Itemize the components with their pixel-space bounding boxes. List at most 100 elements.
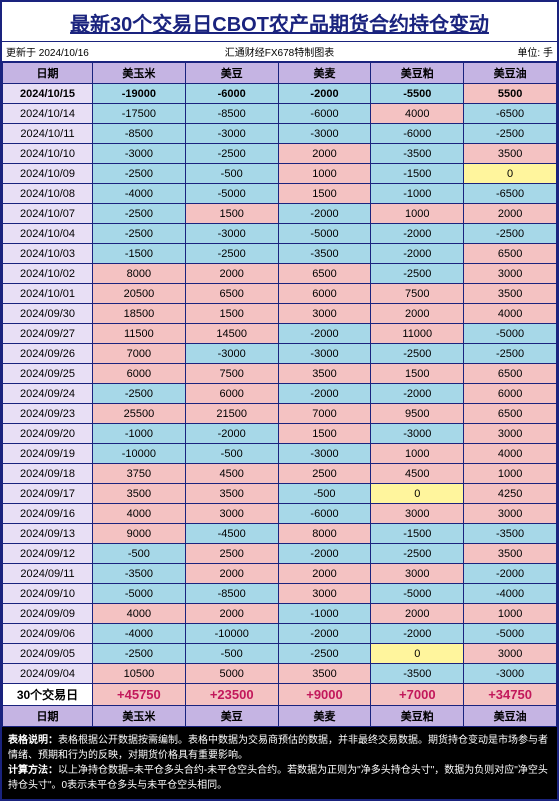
value-cell: 6500: [278, 264, 371, 284]
value-cell: 0: [371, 644, 464, 664]
value-cell: 3000: [185, 504, 278, 524]
table-row: 2024/09/11-3500200020003000-2000: [3, 564, 557, 584]
value-cell: -2000: [464, 564, 557, 584]
table-row: 2024/10/15-19000-6000-2000-55005500: [3, 84, 557, 104]
date-cell: 2024/09/19: [3, 444, 93, 464]
table-row: 2024/09/05-2500-500-250003000: [3, 644, 557, 664]
table-row: 2024/09/2560007500350015006500: [3, 364, 557, 384]
total-row: 30个交易日+45750+23500+9000+7000+34750: [3, 684, 557, 706]
value-cell: 3500: [185, 484, 278, 504]
value-cell: -3500: [371, 664, 464, 684]
value-cell: -2500: [185, 244, 278, 264]
value-cell: 2000: [278, 564, 371, 584]
date-cell: 2024/10/14: [3, 104, 93, 124]
table-row: 2024/09/1640003000-600030003000: [3, 504, 557, 524]
value-cell: 2500: [278, 464, 371, 484]
date-cell: 2024/09/30: [3, 304, 93, 324]
value-cell: -1500: [371, 524, 464, 544]
table-row: 2024/09/041050050003500-3500-3000: [3, 664, 557, 684]
value-cell: 3000: [371, 504, 464, 524]
col-2: 美豆: [185, 63, 278, 84]
date-cell: 2024/10/09: [3, 164, 93, 184]
value-cell: 3500: [464, 544, 557, 564]
value-cell: 3000: [464, 264, 557, 284]
table-row: 2024/10/03-1500-2500-3500-20006500: [3, 244, 557, 264]
date-cell: 2024/09/06: [3, 624, 93, 644]
value-cell: -2000: [278, 384, 371, 404]
value-cell: 21500: [185, 404, 278, 424]
date-cell: 2024/10/10: [3, 144, 93, 164]
value-cell: 4250: [464, 484, 557, 504]
value-cell: 7000: [278, 404, 371, 424]
date-cell: 2024/09/26: [3, 344, 93, 364]
value-cell: -3000: [278, 124, 371, 144]
value-cell: 6000: [185, 384, 278, 404]
date-cell: 2024/10/03: [3, 244, 93, 264]
value-cell: 6500: [464, 244, 557, 264]
value-cell: -3000: [464, 664, 557, 684]
data-table: 日期美玉米美豆美麦美豆粕美豆油 2024/10/15-19000-6000-20…: [2, 62, 557, 727]
value-cell: 8000: [93, 264, 186, 284]
value-cell: -2500: [93, 204, 186, 224]
value-cell: -2500: [464, 344, 557, 364]
value-cell: 9000: [93, 524, 186, 544]
value-cell: -2500: [185, 144, 278, 164]
table-row: 2024/09/267000-3000-3000-2500-2500: [3, 344, 557, 364]
value-cell: -3000: [278, 444, 371, 464]
table-row: 2024/10/04-2500-3000-5000-2000-2500: [3, 224, 557, 244]
col-5: 美豆油: [464, 706, 557, 727]
value-cell: 6000: [93, 364, 186, 384]
value-cell: 1500: [185, 204, 278, 224]
value-cell: -2000: [371, 244, 464, 264]
value-cell: -2500: [371, 344, 464, 364]
value-cell: 11500: [93, 324, 186, 344]
meta-updated: 更新于 2024/10/16: [6, 44, 188, 59]
table-row: 2024/10/09-2500-5001000-15000: [3, 164, 557, 184]
value-cell: 10500: [93, 664, 186, 684]
value-cell: 2000: [185, 264, 278, 284]
value-cell: -3000: [185, 344, 278, 364]
date-cell: 2024/09/18: [3, 464, 93, 484]
value-cell: -3500: [278, 244, 371, 264]
value-cell: 0: [371, 484, 464, 504]
value-cell: -6500: [464, 104, 557, 124]
value-cell: 1000: [464, 604, 557, 624]
value-cell: -5500: [371, 84, 464, 104]
meta-row: 更新于 2024/10/16 汇通财经FX678特制图表 单位: 手: [2, 42, 557, 62]
value-cell: -2000: [278, 324, 371, 344]
date-cell: 2024/09/27: [3, 324, 93, 344]
value-cell: 4000: [464, 444, 557, 464]
value-cell: -8500: [185, 104, 278, 124]
table-row: 2024/09/0940002000-100020001000: [3, 604, 557, 624]
value-cell: -1000: [93, 424, 186, 444]
table-row: 2024/09/30185001500300020004000: [3, 304, 557, 324]
value-cell: -3500: [93, 564, 186, 584]
note-line-1: 表格说明：表格根据公开数据按需编制。表格中数据为交易商预估的数据，并非最终交易数…: [8, 733, 551, 763]
value-cell: 4500: [185, 464, 278, 484]
table-row: 2024/09/10-5000-85003000-5000-4000: [3, 584, 557, 604]
value-cell: 4000: [93, 504, 186, 524]
total-value: +9000: [278, 684, 371, 706]
value-cell: -3000: [371, 424, 464, 444]
value-cell: 4000: [371, 104, 464, 124]
value-cell: 3500: [464, 284, 557, 304]
date-cell: 2024/09/12: [3, 544, 93, 564]
value-cell: -5000: [464, 324, 557, 344]
value-cell: 6500: [464, 404, 557, 424]
value-cell: 1000: [464, 464, 557, 484]
total-value: +45750: [93, 684, 186, 706]
value-cell: -2000: [371, 384, 464, 404]
value-cell: -2000: [278, 624, 371, 644]
value-cell: 3500: [93, 484, 186, 504]
date-cell: 2024/09/05: [3, 644, 93, 664]
date-cell: 2024/09/20: [3, 424, 93, 444]
value-cell: 3500: [278, 364, 371, 384]
value-cell: 3000: [278, 304, 371, 324]
table-row: 2024/09/06-4000-10000-2000-2000-5000: [3, 624, 557, 644]
report-title: 最新30个交易日CBOT农产品期货合约持仓变动: [2, 2, 557, 42]
value-cell: 3000: [371, 564, 464, 584]
date-cell: 2024/09/09: [3, 604, 93, 624]
value-cell: -1500: [93, 244, 186, 264]
value-cell: -2000: [278, 84, 371, 104]
date-cell: 2024/10/15: [3, 84, 93, 104]
